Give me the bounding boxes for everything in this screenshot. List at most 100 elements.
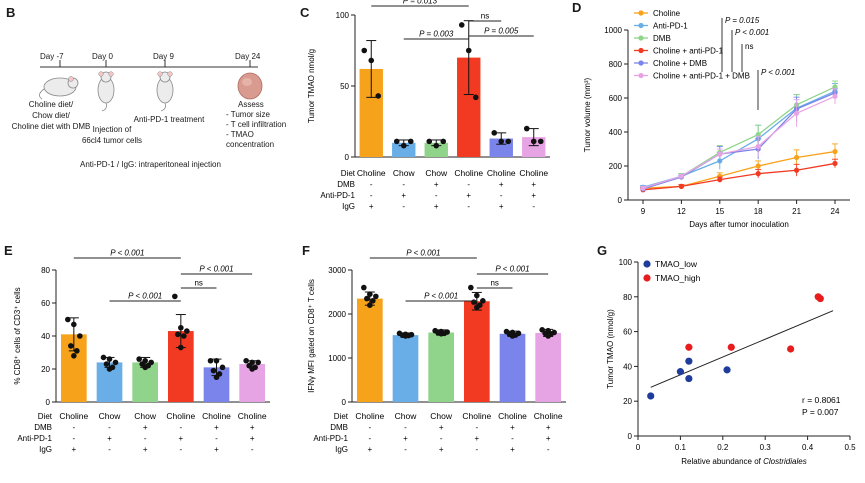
data-point — [375, 93, 382, 99]
bar — [392, 142, 416, 157]
design-row-label: Diet — [341, 169, 356, 178]
bar — [424, 142, 448, 157]
data-point — [361, 47, 368, 54]
design-cell: + — [474, 434, 479, 443]
design-cell: Chow — [395, 411, 418, 421]
data-point — [755, 163, 761, 169]
x-tick-label: 0.3 — [760, 443, 772, 452]
data-point — [103, 361, 110, 367]
significance-label: P < 0.001 — [128, 292, 162, 301]
panel-f-label: F — [302, 243, 310, 258]
data-point — [361, 284, 367, 291]
data-point — [142, 364, 148, 371]
data-point — [647, 392, 655, 400]
bar — [392, 335, 419, 402]
bar — [428, 332, 455, 402]
significance-label: P = 0.003 — [419, 30, 454, 39]
design-cell: + — [546, 423, 551, 432]
x-tick-label: 12 — [677, 207, 686, 216]
design-row-label: DMB — [34, 423, 52, 432]
legend-label: DMB — [653, 34, 671, 43]
bar — [359, 68, 383, 157]
data-point — [794, 167, 800, 173]
data-point — [458, 22, 465, 28]
design-row-label: Diet — [38, 412, 53, 421]
y-tick-label: 1000 — [604, 26, 622, 35]
data-point — [393, 138, 400, 145]
chart-tmao-correlation: 0 20 40 60 80 100 0 0.1 0.2 0.3 0.4 0.5 Relative abu… — [606, 258, 856, 466]
x-tick-label: 21 — [792, 207, 801, 216]
data-point — [367, 302, 373, 308]
design-cell: + — [401, 191, 406, 200]
data-point — [112, 359, 119, 366]
data-point — [68, 343, 74, 349]
panel-b-label: B — [6, 5, 16, 20]
y-tick-label: 1000 — [328, 354, 346, 363]
design-cell: - — [144, 434, 147, 443]
design-cell: Chow — [134, 411, 157, 421]
y-axis-label: % CD8⁺ cells of CD3⁺ cells — [13, 287, 22, 384]
design-cell: Chow — [425, 168, 448, 178]
legend-marker — [643, 274, 651, 282]
y-tick-label: 40 — [41, 332, 50, 341]
data-point — [210, 367, 217, 374]
data-point — [678, 173, 684, 179]
design-cell: - — [475, 423, 478, 432]
data-point — [537, 138, 544, 145]
design-cell: - — [404, 423, 407, 432]
data-point — [175, 331, 181, 338]
legend-label: TMAO_low — [655, 259, 698, 269]
design-cell: + — [434, 180, 439, 189]
tumor-tissue-icon — [237, 72, 263, 100]
y-axis-label: Tumor TMAO nmol/g — [307, 49, 316, 123]
y-tick-label: 60 — [41, 299, 50, 308]
panel-d-label: D — [572, 0, 582, 15]
legend-marker — [638, 10, 644, 16]
data-point — [816, 294, 824, 303]
chart-tumor-tmao: 0 50 100 Tumor TMAO nmol/g P = 0.013 ns P = 0.… — [307, 0, 550, 211]
y-tick-label: 2000 — [328, 310, 346, 319]
design-cell: + — [499, 180, 504, 189]
data-point — [219, 364, 226, 371]
data-point — [640, 185, 646, 191]
y-axis-label: IFNγ MFI gated on CD8⁺ T cells — [307, 279, 316, 393]
mouse-icon — [97, 71, 115, 112]
legend-marker — [638, 22, 644, 29]
design-cell: + — [107, 434, 112, 443]
design-cell: + — [439, 423, 444, 432]
data-point — [685, 374, 693, 383]
y-tick-label: 3000 — [328, 266, 346, 275]
data-point — [77, 333, 83, 339]
significance-label: ns — [490, 279, 498, 288]
data-point — [480, 298, 486, 304]
data-point — [426, 138, 433, 145]
design-cell: - — [370, 191, 373, 200]
data-point — [717, 151, 723, 157]
design-cell: + — [250, 423, 255, 432]
significance-label: P < 0.001 — [406, 249, 440, 258]
y-tick-label: 60 — [623, 328, 632, 337]
design-cell: + — [531, 191, 536, 200]
significance-label: ns — [745, 42, 753, 51]
legend-marker — [638, 35, 644, 41]
design-cell: + — [403, 434, 408, 443]
design-cell: + — [510, 423, 515, 432]
data-point — [71, 321, 77, 328]
day-label: Day 9 — [153, 52, 174, 61]
data-point — [717, 177, 723, 183]
y-tick-label: 0 — [628, 432, 633, 441]
chart-ifng-mfi: 0 1000 2000 3000 IFNγ MFI gated on CD8⁺ T ce… — [307, 249, 566, 454]
y-tick-label: 20 — [623, 397, 632, 406]
x-tick-label: 9 — [641, 207, 646, 216]
data-point — [433, 142, 440, 149]
data-point — [491, 130, 498, 136]
significance-label: P < 0.001 — [424, 292, 458, 301]
data-point — [509, 333, 516, 339]
stat-label: P = 0.007 — [802, 407, 839, 417]
data-point — [184, 328, 190, 334]
y-tick-label: 20 — [41, 365, 50, 374]
mouse-icon — [39, 76, 79, 100]
y-tick-label: 0 — [46, 398, 51, 407]
design-cell: + — [214, 423, 219, 432]
x-tick-label: 15 — [715, 207, 724, 216]
